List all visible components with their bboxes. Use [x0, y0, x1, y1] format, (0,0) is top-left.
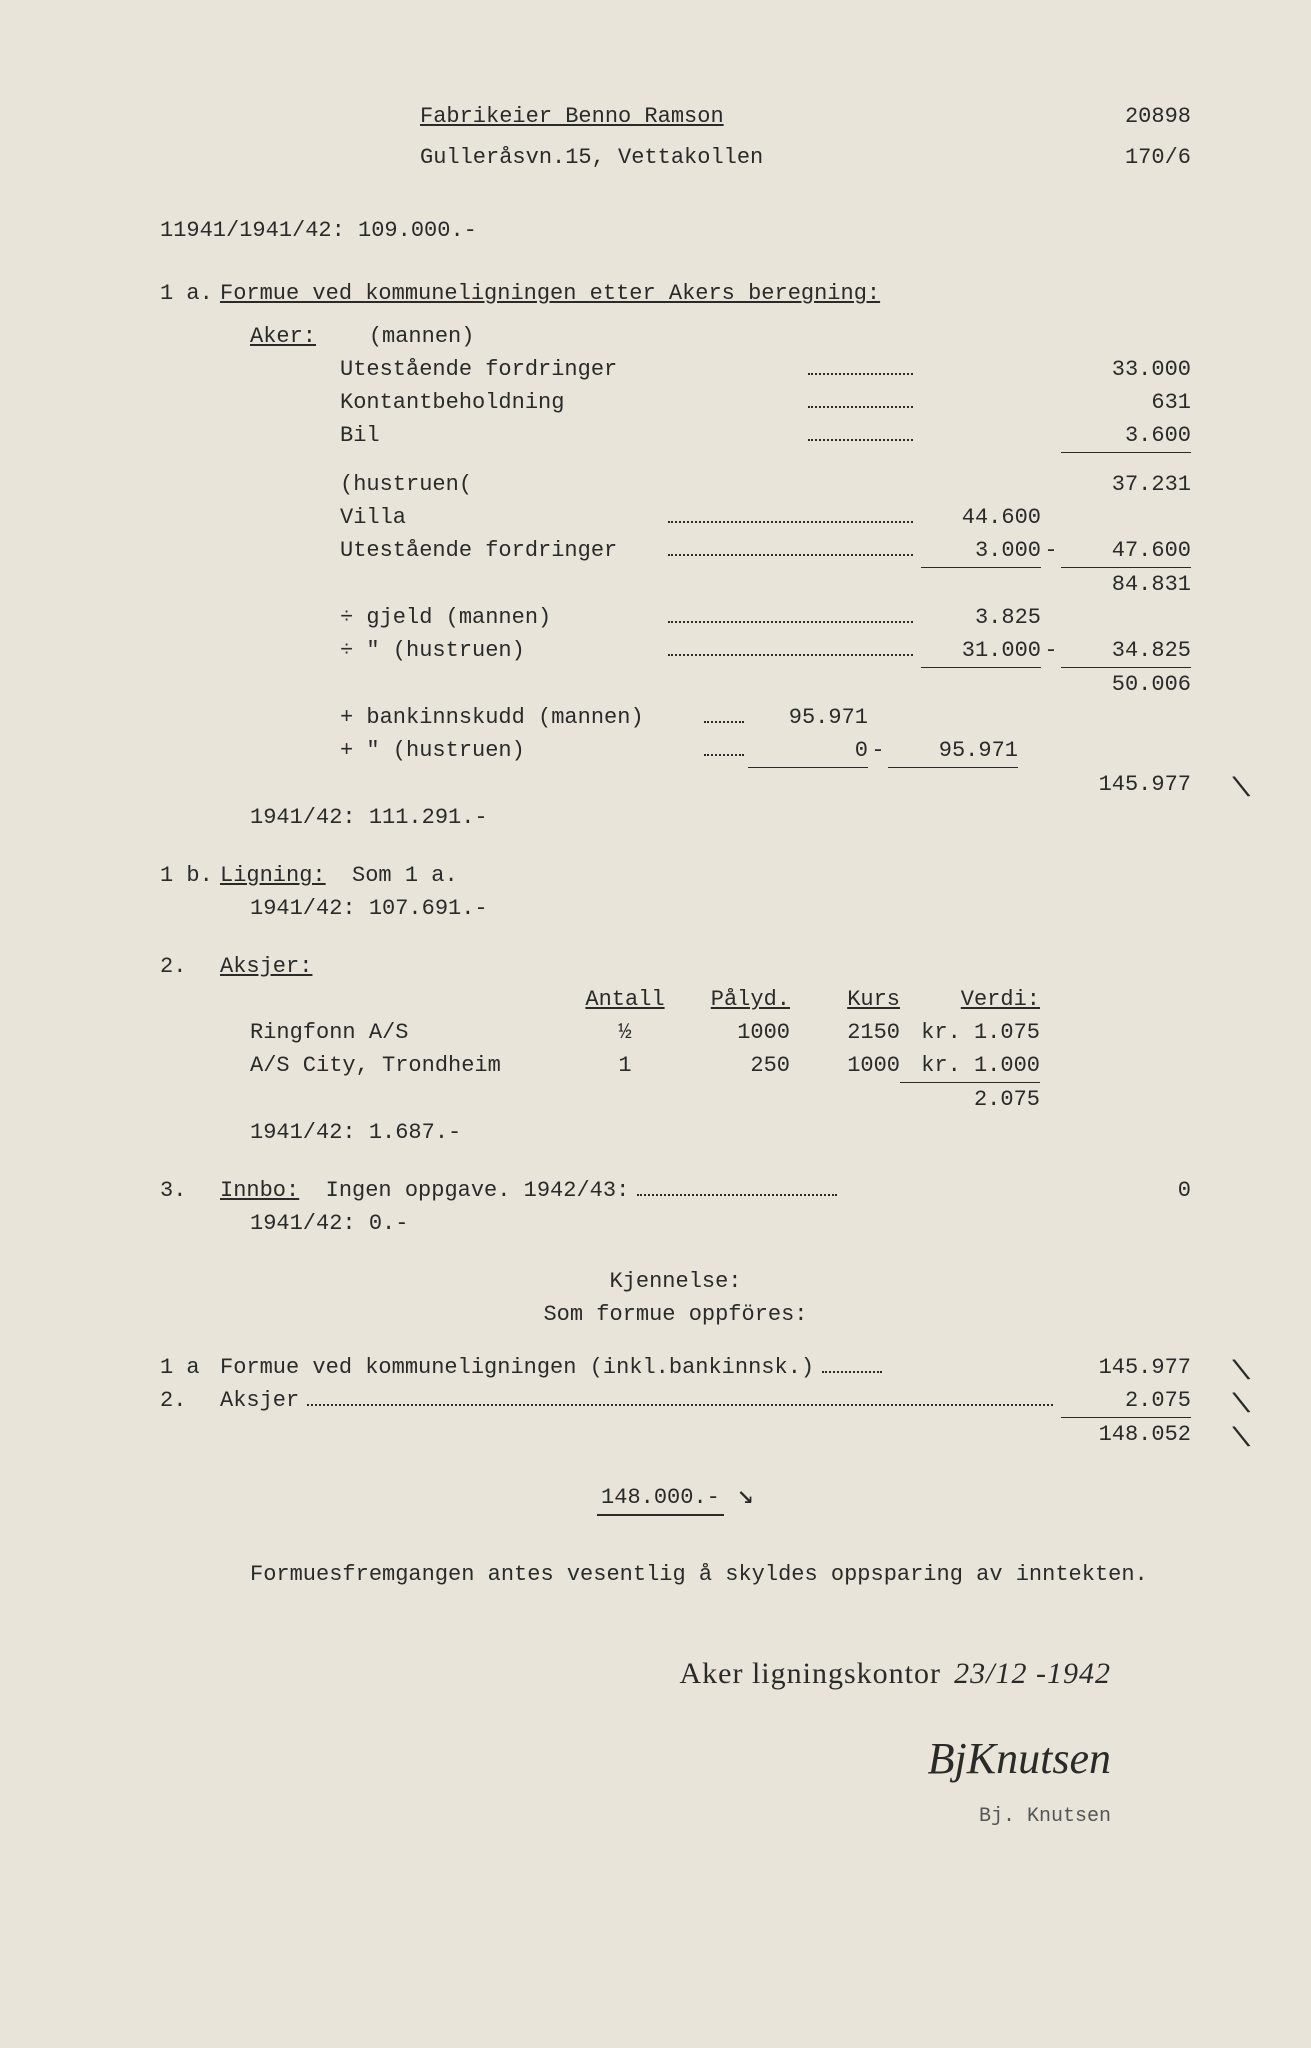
- col-header: Kurs: [790, 983, 900, 1016]
- mannen-label: (mannen): [369, 324, 475, 349]
- signatory-name: Bj. Knutsen: [160, 1802, 1111, 1832]
- col-header: Antall: [570, 983, 680, 1016]
- ruling-lines: 1 a Formue ved kommuneligningen (inkl.ba…: [160, 1351, 1191, 1451]
- section-2: 2. Aksjer: Antall Pålyd. Kurs Verdi: Rin…: [160, 950, 1191, 1149]
- line-item: Bil 3.600: [340, 419, 1191, 453]
- hustruen-label: (hustruen(: [340, 468, 800, 501]
- person-title: Fabrikeier Benno Ramson: [420, 100, 724, 133]
- section-total: 2.075: [900, 1083, 1040, 1116]
- line-item: Kontantbeholdning 631: [340, 386, 1191, 419]
- checkmark-icon: \: [1229, 767, 1255, 814]
- line-item: + bankinnskudd (mannen) 95.971: [340, 701, 1191, 734]
- section-total: 0: [1061, 1174, 1191, 1207]
- section-1a: 1 a. Formue ved kommuneligningen etter A…: [160, 277, 1191, 834]
- section-heading: Aksjer:: [220, 950, 312, 983]
- section-heading: Formue ved kommuneligningen etter Akers …: [220, 277, 880, 310]
- line-item: Villa 44.600: [340, 501, 1191, 534]
- ref-number-2: 170/6: [1125, 141, 1191, 174]
- year-comparison: 1941/42: 107.691.-: [250, 892, 1191, 925]
- ruling-line: 2. Aksjer 2.075 \: [160, 1384, 1191, 1418]
- year-comparison: 1941/42: 111.291.-: [250, 801, 1191, 834]
- line-item: ÷ gjeld (mannen) 3.825: [340, 601, 1191, 634]
- grand-total: 148.052: [1061, 1418, 1191, 1451]
- ref-number-1: 20898: [1125, 100, 1191, 133]
- address: Gulleråsvn.15, Vettakollen: [420, 141, 763, 174]
- explanation-note: Formuesfremgangen antes vesentlig å skyl…: [250, 1558, 1191, 1591]
- table-row: Ringfonn A/S ½ 1000 2150 kr. 1.075: [250, 1016, 1191, 1049]
- ruling-line: 1 a Formue ved kommuneligningen (inkl.ba…: [160, 1351, 1191, 1384]
- section-heading: Innbo:: [220, 1174, 299, 1207]
- subtotal: 50.006: [1061, 668, 1191, 701]
- handwritten-signature: BjKnutsen: [160, 1726, 1111, 1792]
- table-row: A/S City, Trondheim 1 250 1000 kr. 1.000: [250, 1049, 1191, 1083]
- subtotal: 84.831: [1061, 568, 1191, 601]
- shares-table: Antall Pålyd. Kurs Verdi: Ringfonn A/S ½…: [250, 983, 1191, 1116]
- line-item: Utestående fordringer 33.000: [340, 353, 1191, 386]
- line-item: + " (hustruen) 0 - 95.971: [340, 734, 1191, 768]
- col-header: Pålyd.: [680, 983, 790, 1016]
- section-number: 1 b.: [160, 859, 220, 892]
- office-stamp: Aker ligningskontor: [679, 1657, 940, 1690]
- document-page: Fabrikeier Benno Ramson 20898 Gulleråsvn…: [0, 0, 1311, 2048]
- signature-date: 23/12 -1942: [954, 1657, 1111, 1690]
- ruling-header: Kjennelse: Som formue oppföres:: [160, 1265, 1191, 1331]
- section-total: 145.977: [1061, 768, 1191, 801]
- signature-block: Aker ligningskontor 23/12 -1942 BjKnutse…: [160, 1651, 1191, 1832]
- document-header: Fabrikeier Benno Ramson 20898 Gulleråsvn…: [420, 100, 1191, 174]
- section-1b: 1 b. Ligning: Som 1 a. 1941/42: 107.691.…: [160, 859, 1191, 925]
- year-comparison: 1941/42: 1.687.-: [250, 1116, 1191, 1149]
- rounded-total: 148.000.-: [597, 1481, 724, 1516]
- checkmark-icon: ↘: [737, 1481, 754, 1512]
- line-item: Utestående fordringer 3.000 - 47.600: [340, 534, 1191, 568]
- section-number: 1 a.: [160, 277, 220, 310]
- year-comparison: 1941/42: 0.-: [250, 1207, 1191, 1240]
- aker-label: Aker:: [250, 324, 316, 349]
- line-item: ÷ " (hustruen) 31.000 - 34.825: [340, 634, 1191, 668]
- section-number: 2.: [160, 950, 220, 983]
- subtotal: 34.825: [1061, 634, 1191, 668]
- prior-reference: 11941/1941/42: 109.000.-: [160, 214, 1191, 247]
- section-3: 3. Innbo: Ingen oppgave. 1942/43: 0 1941…: [160, 1174, 1191, 1240]
- col-header: Verdi:: [900, 983, 1040, 1016]
- subtotal: 47.600: [1061, 534, 1191, 568]
- section-heading: Ligning:: [220, 859, 326, 892]
- section-number: 3.: [160, 1174, 220, 1207]
- subtotal: 37.231: [1061, 468, 1191, 501]
- subtotal: 95.971: [888, 734, 1018, 768]
